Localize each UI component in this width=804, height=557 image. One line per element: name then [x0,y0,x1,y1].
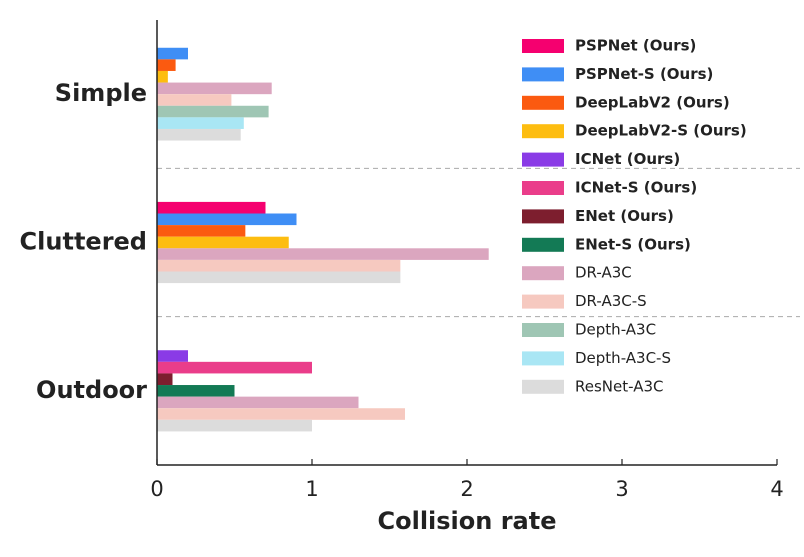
bar [157,361,312,374]
legend-swatch [522,95,564,110]
bar [157,82,272,95]
bar [157,373,173,386]
bar [157,385,235,397]
legend-swatch [522,294,564,309]
legend-swatch [522,152,564,167]
bar [157,259,401,272]
legend-label: ENet (Ours) [575,207,674,225]
bar [157,408,405,420]
legend-swatch [522,379,564,394]
legend-label: DeepLabV2 (Ours) [575,93,730,111]
legend-swatch [522,181,564,195]
bar [157,396,359,409]
bar [157,225,246,237]
legend-label: DR-A3C [575,264,632,282]
bar [157,105,269,118]
bar [157,117,244,129]
bar [157,350,188,362]
bar [157,213,297,226]
legend-label: ResNet-A3C [575,377,663,395]
legend-label: Depth-A3C-S [575,349,671,367]
legend-swatch [522,323,564,337]
bar [157,128,241,141]
x-tick-label: 3 [615,477,628,501]
y-tick-label: Outdoor [36,376,147,404]
y-tick-label: Cluttered [20,228,147,256]
legend-label: ICNet (Ours) [575,150,680,168]
legend-swatch [522,209,564,224]
bar [157,70,168,83]
legend-label: Depth-A3C [575,321,656,339]
bar [157,201,266,214]
x-tick-label: 0 [150,477,163,501]
bar [157,94,232,106]
bar [157,47,188,60]
y-tick-label: Simple [55,79,147,107]
x-tick-label: 1 [305,477,318,501]
legend-swatch [522,351,564,366]
legend-label: PSPNet-S (Ours) [575,65,713,83]
legend-label: ENet-S (Ours) [575,235,691,253]
legend-swatch [522,237,564,252]
bar [157,236,289,249]
legend-swatch [522,124,564,139]
x-tick-label: 4 [770,477,783,501]
x-axis-label: Collision rate [377,507,556,535]
legend-label: DR-A3C-S [575,292,647,310]
legend-swatch [522,67,564,82]
legend-label: PSPNet (Ours) [575,37,696,55]
bar [157,419,312,432]
legend-swatch [522,266,564,281]
bar [157,271,401,284]
legend-label: ICNet-S (Ours) [575,179,697,197]
legend-swatch [522,39,564,53]
bar [157,59,176,71]
x-tick-label: 2 [460,477,473,501]
bar [157,248,489,260]
legend-label: DeepLabV2-S (Ours) [575,122,747,140]
